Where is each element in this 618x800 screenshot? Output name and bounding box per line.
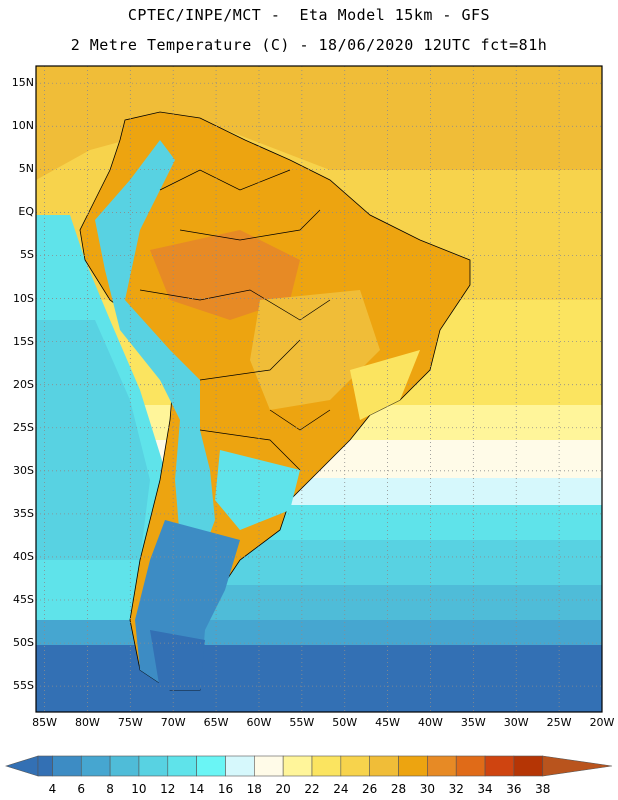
colorbar-tick-label: 26	[362, 782, 378, 796]
lon-tick-label: 65W	[203, 716, 229, 729]
lon-tick-label: 70W	[160, 716, 186, 729]
map-title-line2: 2 Metre Temperature (C) - 18/06/2020 12U…	[70, 36, 548, 54]
colorbar-swatch	[484, 755, 515, 777]
lat-tick-label: 45S	[13, 593, 34, 607]
lon-tick-label: 55W	[289, 716, 315, 729]
colorbar-swatch	[37, 755, 53, 777]
lon-tick-label: 75W	[117, 716, 143, 729]
colorbar-swatch	[109, 755, 140, 777]
lat-tick-label: 40S	[13, 549, 34, 563]
andes-cold-ridge	[95, 140, 215, 560]
lon-tick-label: 30W	[503, 716, 529, 729]
colorbar-tick-label: 34	[477, 782, 493, 796]
lat-tick-label: 55S	[13, 679, 34, 693]
lat-tick-label: 5S	[20, 248, 34, 262]
colorbar-tick-label: 32	[448, 782, 464, 796]
pacific-cold-core	[36, 320, 150, 560]
colorbar-tick-label: 14	[188, 782, 205, 796]
colorbar-tick-label: 38	[535, 782, 551, 796]
lon-tick-label: 40W	[418, 716, 443, 729]
colorbar-arrow-low	[4, 755, 39, 777]
colorbar	[4, 755, 613, 777]
colorbar-swatch	[196, 755, 226, 777]
colorbar-arrow-high	[542, 755, 613, 777]
colorbar-swatch	[455, 755, 486, 777]
colorbar-swatch	[52, 755, 82, 777]
caribbean-warm-water	[36, 66, 602, 180]
tierra-del-fuego-coldest	[150, 630, 205, 690]
colorbar-tick-label: 20	[275, 782, 291, 796]
colorbar-tick-label: 22	[304, 782, 320, 796]
colorbar-swatch	[311, 755, 342, 777]
lat-tick-label: 15S	[13, 334, 34, 348]
colorbar-tick-label: 16	[217, 782, 234, 796]
colorbar-swatch	[225, 755, 255, 777]
pampas-mild	[215, 450, 300, 530]
colorbar-swatch	[427, 755, 457, 777]
colorbar-swatch	[167, 755, 197, 777]
lat-tick-label: EQ	[18, 205, 34, 219]
lon-tick-label: 60W	[246, 716, 272, 729]
lon-tick-label: 35W	[460, 716, 486, 729]
colorbar-swatch	[340, 755, 370, 777]
colorbar-swatch	[282, 755, 313, 777]
lat-tick-label: 35S	[13, 506, 34, 520]
lat-tick-label: 10S	[13, 291, 34, 305]
colorbar-swatch	[138, 755, 169, 777]
lon-tick-label: 85W	[32, 716, 57, 729]
colorbar-tick-label: 10	[131, 782, 147, 796]
lon-tick-label: 80W	[75, 716, 100, 729]
colorbar-tick-label: 28	[390, 782, 407, 796]
lon-tick-label: 25W	[546, 716, 572, 729]
colorbar-tick-label: 30	[419, 782, 435, 796]
map-frame	[35, 65, 603, 713]
colorbar-tick-label: 6	[77, 782, 86, 796]
lon-tick-label: 45W	[375, 716, 401, 729]
temperature-map	[35, 65, 603, 713]
colorbar-swatch	[254, 755, 284, 777]
lat-tick-label: 10N	[11, 119, 34, 133]
lon-tick-label: 20W	[589, 716, 615, 729]
lat-tick-label: 30S	[13, 463, 34, 477]
lat-tick-label: 25S	[13, 420, 34, 434]
ocean-band-6c	[36, 645, 602, 712]
colorbar-tick-label: 18	[246, 782, 262, 796]
lon-tick-label: 50W	[332, 716, 358, 729]
colorbar-tick-label: 4	[48, 782, 57, 796]
colorbar-tick-label: 24	[333, 782, 349, 796]
lat-tick-label: 50S	[13, 636, 34, 650]
colorbar-tick-label: 12	[160, 782, 176, 796]
colorbar-swatch	[398, 755, 428, 777]
map-title-line1: CPTEC/INPE/MCT - Eta Model 15km - GFS	[127, 6, 491, 24]
colorbar-swatch	[513, 755, 544, 777]
lat-tick-label: 5N	[18, 162, 34, 176]
colorbar-tick-label: 8	[106, 782, 114, 796]
colorbar-swatch	[80, 755, 111, 777]
lat-tick-label: 20S	[13, 377, 34, 391]
country-borders	[139, 169, 331, 471]
colorbar-tick-label: 36	[506, 782, 522, 796]
lat-tick-label: 15N	[11, 76, 34, 90]
colorbar-swatch	[369, 755, 399, 777]
brazil-warm-interior	[250, 290, 380, 410]
